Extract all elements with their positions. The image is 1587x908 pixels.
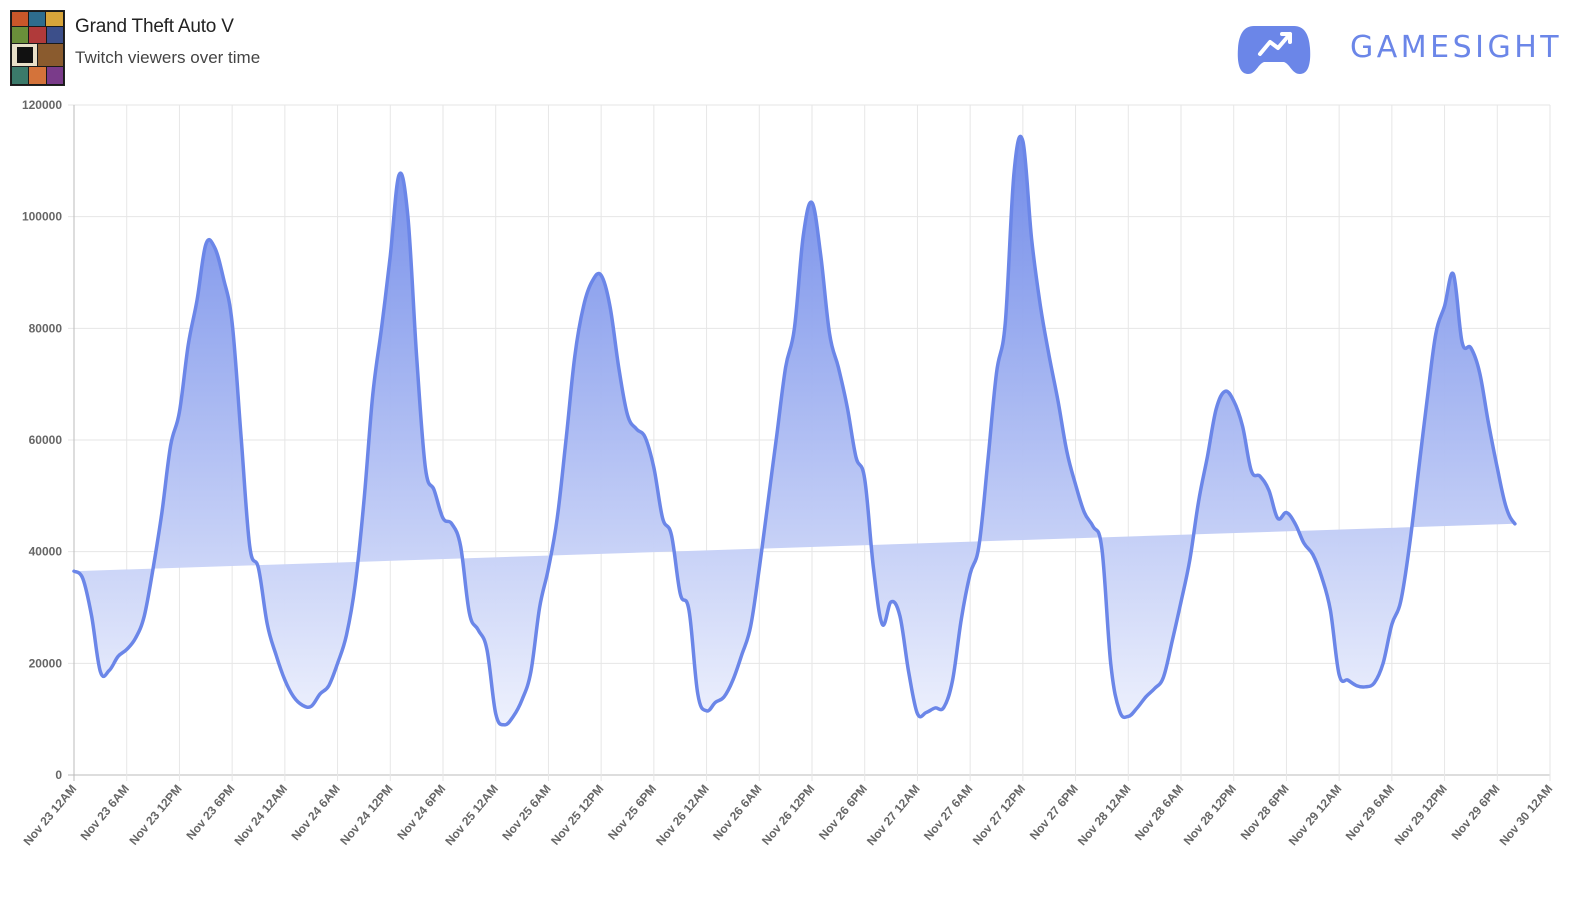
- viewers-area-chart: 0 20000 40000 60000 80000 100000 120000 Nov 23…: [0, 92, 1587, 903]
- y-tick-label: 100000: [22, 210, 62, 224]
- x-tick-label: Nov 28 12PM: [1181, 782, 1239, 848]
- x-tick-label: Nov 28 6AM: [1132, 782, 1186, 843]
- x-tick-label: Nov 29 6AM: [1343, 782, 1397, 843]
- x-tick-label: Nov 24 12PM: [337, 782, 395, 848]
- gamesight-brand[interactable]: GAMESIGHT: [1236, 20, 1566, 80]
- x-tick-label: Nov 26 6AM: [710, 782, 764, 843]
- x-tick-label: Nov 29 12PM: [1392, 782, 1450, 848]
- x-tick-label: Nov 28 12AM: [1075, 782, 1134, 848]
- x-tick-label: Nov 30 12AM: [1497, 782, 1556, 848]
- x-tick-label: Nov 23 6AM: [78, 782, 132, 843]
- viewers-series-line: [72, 134, 1517, 727]
- x-tick-label: Nov 24 6PM: [394, 782, 448, 843]
- y-tick-label: 120000: [22, 98, 62, 112]
- x-tick-label: Nov 25 12AM: [442, 782, 501, 848]
- x-tick-label: Nov 29 6PM: [1449, 782, 1503, 843]
- x-tick-label: Nov 25 6AM: [499, 782, 553, 843]
- x-tick-label: Nov 27 6PM: [1027, 782, 1081, 843]
- x-tick-label: Nov 27 6AM: [921, 782, 975, 843]
- x-tick-label: Nov 23 6PM: [183, 782, 237, 843]
- y-tick-label: 20000: [29, 656, 63, 670]
- x-tick-label: Nov 27 12PM: [970, 782, 1028, 848]
- y-axis: 0 20000 40000 60000 80000 100000 120000: [22, 98, 62, 782]
- x-tick-label: Nov 26 12PM: [759, 782, 817, 848]
- chart-canvas: 0 20000 40000 60000 80000 100000 120000 Nov 23…: [21, 98, 1556, 848]
- gamepad-trend-arrow-icon: [1237, 26, 1311, 74]
- x-tick-label: Nov 29 12AM: [1286, 782, 1345, 848]
- x-tick-label: Nov 25 6PM: [605, 782, 659, 843]
- viewers-area-fill: [74, 136, 1515, 725]
- x-tick-label: Nov 27 12AM: [864, 782, 923, 848]
- x-tick-label: Nov 28 6PM: [1238, 782, 1292, 843]
- cover-art-graphic: [11, 11, 64, 85]
- x-tick-label: Nov 23 12PM: [126, 782, 184, 848]
- x-tick-label: Nov 25 12PM: [548, 782, 606, 848]
- x-tick-label: Nov 24 12AM: [231, 782, 290, 848]
- x-tick-label: Nov 24 6AM: [288, 782, 342, 843]
- x-tick-label: Nov 26 12AM: [653, 782, 712, 848]
- brand-name: GAMESIGHT: [1350, 30, 1563, 65]
- page-title: Grand Theft Auto V: [75, 16, 234, 37]
- y-tick-label: 60000: [29, 433, 63, 447]
- x-tick-label: Nov 26 6PM: [816, 782, 870, 843]
- gta-v-cover-art-icon: [10, 10, 65, 86]
- page-subtitle: Twitch viewers over time: [75, 48, 261, 67]
- x-tick-label: Nov 23 12AM: [21, 782, 80, 848]
- y-tick-label: 0: [55, 768, 62, 782]
- chart-header: Grand Theft Auto V Twitch viewers over t…: [0, 0, 1587, 92]
- y-tick-label: 40000: [29, 545, 63, 559]
- y-tick-label: 80000: [29, 321, 63, 335]
